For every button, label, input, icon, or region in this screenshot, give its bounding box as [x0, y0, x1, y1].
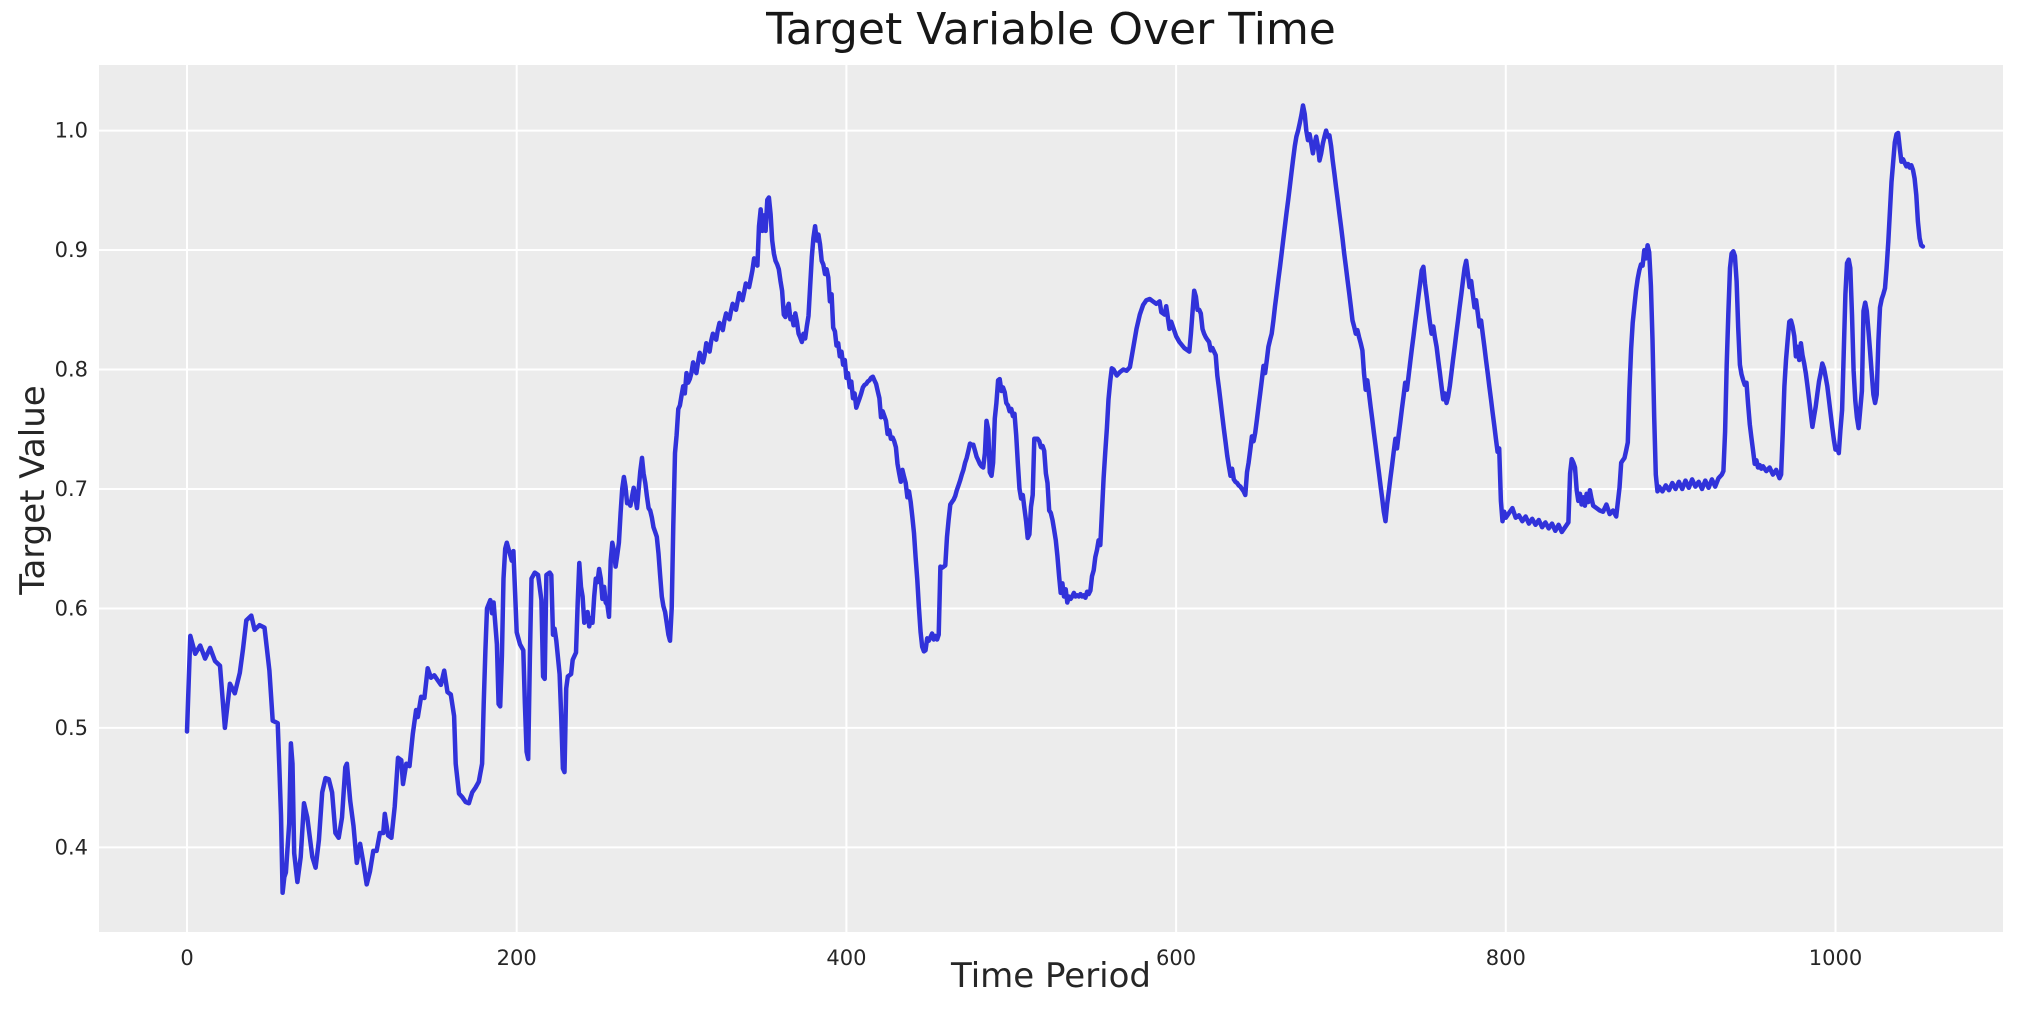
- y-tick-label: 1.0: [55, 119, 88, 143]
- x-tick-label: 1000: [1809, 946, 1862, 970]
- x-tick-label: 0: [180, 946, 193, 970]
- plot-panel: [99, 65, 2003, 932]
- y-tick-label: 0.5: [55, 716, 88, 740]
- y-tick-label: 0.4: [55, 835, 88, 859]
- y-axis-label: Target Value: [13, 385, 53, 595]
- series-line: [184, 103, 1926, 896]
- x-axis-label: Time Period: [950, 956, 1152, 996]
- y-tick-label: 0.6: [55, 596, 88, 620]
- chart-title: Target Variable Over Time: [766, 4, 1336, 55]
- x-tick-label: 400: [826, 946, 866, 970]
- y-tick-label: 0.7: [55, 477, 88, 501]
- x-tick-label: 200: [497, 946, 537, 970]
- y-tick-label: 0.8: [55, 358, 88, 382]
- x-tick-label: 800: [1486, 946, 1526, 970]
- y-tick-label: 0.9: [55, 238, 88, 262]
- x-tick-label: 600: [1156, 946, 1196, 970]
